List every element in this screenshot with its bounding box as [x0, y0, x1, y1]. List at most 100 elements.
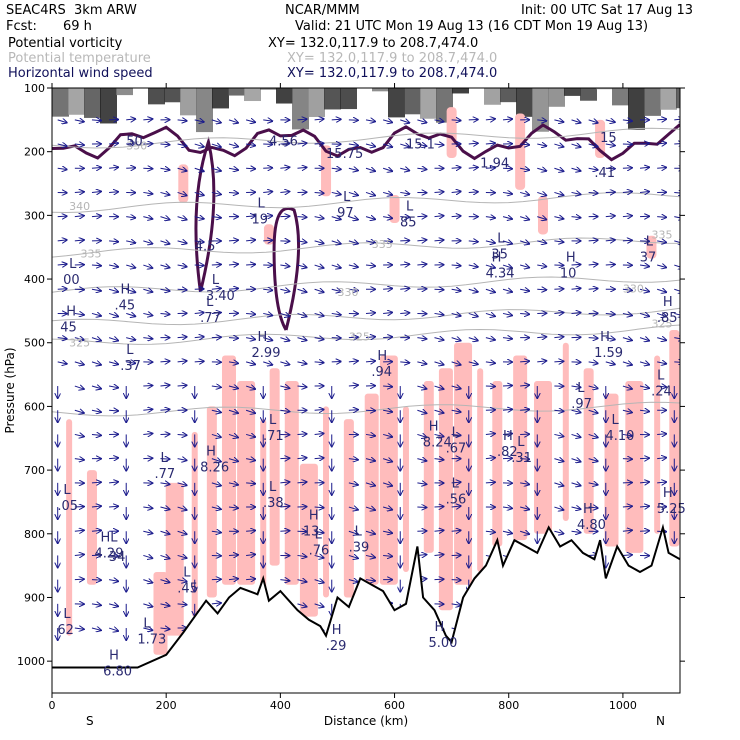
- wind-arrow: [228, 386, 238, 388]
- strat-shade: [564, 88, 581, 96]
- wind-arrow: [417, 338, 426, 339]
- wind-arrow: [417, 483, 426, 484]
- wind-arrow: [674, 313, 680, 315]
- wind-arrow: [314, 507, 324, 508]
- wind-arrow: [57, 144, 67, 146]
- wind-arrow: [434, 338, 444, 340]
- wind-arrow: [160, 217, 169, 220]
- extremum-marker: H: [66, 305, 76, 320]
- wind-arrow: [434, 289, 444, 290]
- strat-shade: [516, 88, 533, 117]
- wind-arrow: [126, 289, 135, 292]
- wind-arrow: [365, 531, 375, 534]
- wind-arrow: [588, 144, 598, 146]
- strat-shade: [404, 88, 421, 115]
- wind-arrow: [228, 459, 238, 462]
- wind-arrow: [91, 482, 101, 483]
- wind-arrow: [280, 531, 289, 532]
- terrain-line: [52, 523, 680, 669]
- wind-arrow: [588, 264, 598, 265]
- extremum-marker: H: [377, 349, 387, 364]
- pv-plume: [533, 380, 552, 534]
- wind-arrow: [194, 168, 204, 171]
- extremum-marker: L: [517, 435, 525, 450]
- wind-arrow: [245, 410, 255, 413]
- wind-arrow: [211, 386, 221, 387]
- wind-arrow: [571, 288, 581, 289]
- wind-arrow: [297, 143, 306, 144]
- wind-arrow: [571, 434, 581, 437]
- theta-contour: [52, 192, 680, 214]
- wind-arrow: [160, 289, 169, 291]
- y-tick-label: 600: [24, 400, 45, 413]
- strat-shade: [676, 88, 680, 109]
- wind-arrow: [108, 338, 118, 341]
- wind-arrow: [383, 337, 392, 338]
- wind-speed-label: 1.94: [480, 157, 509, 172]
- wind-arrow: [91, 604, 101, 605]
- wind-arrow: [108, 265, 118, 267]
- wind-arrow: [177, 168, 187, 171]
- wind-arrow: [228, 338, 238, 339]
- wind-arrow: [485, 458, 495, 459]
- pv-plume: [477, 368, 484, 572]
- wind-arrow: [74, 144, 84, 145]
- wind-arrow: [143, 241, 152, 244]
- wind-arrow: [143, 628, 152, 630]
- wind-arrow: [485, 338, 495, 340]
- wind-arrow: [674, 143, 680, 144]
- pv-plume: [625, 380, 644, 553]
- wind-arrow: [348, 265, 358, 267]
- strat-shade: [276, 88, 293, 104]
- wind-arrow: [622, 313, 632, 315]
- strat-shade: [420, 88, 437, 119]
- extremum-marker: L: [212, 273, 220, 288]
- wind-arrow: [331, 119, 341, 120]
- wind-arrow: [280, 506, 289, 507]
- extremum-value: 4.34: [486, 267, 515, 282]
- wind-arrow: [108, 362, 118, 364]
- extremum-value: .85: [657, 311, 678, 326]
- wind-arrow: [400, 144, 409, 147]
- extremum-marker: H: [663, 486, 673, 501]
- strat-shade: [308, 88, 325, 117]
- wind-arrow: [588, 240, 598, 241]
- wind-arrow: [91, 289, 101, 291]
- extremum-value: .77: [200, 311, 221, 326]
- wind-arrow: [91, 530, 101, 531]
- theta-label: 330: [337, 286, 358, 299]
- wind-arrow: [280, 338, 289, 341]
- wind-arrow: [639, 338, 649, 341]
- wind-arrow: [588, 288, 598, 289]
- wind-arrow: [143, 507, 152, 508]
- extremum-marker: H: [309, 508, 319, 523]
- wind-arrow: [246, 483, 255, 484]
- wind-arrow: [383, 531, 392, 533]
- y-axis-label: Pressure (hPa): [3, 347, 17, 433]
- wind-arrow: [177, 337, 187, 338]
- wind-arrow: [537, 120, 546, 121]
- wind-arrow: [434, 506, 444, 507]
- wind-arrow: [520, 192, 529, 195]
- wind-arrow: [246, 144, 255, 146]
- extremum-value: 5.25: [657, 502, 686, 517]
- wind-arrow: [622, 240, 632, 241]
- wind-arrow: [109, 506, 118, 507]
- wind-arrow: [245, 120, 255, 122]
- wind-arrow: [605, 168, 615, 169]
- extremum-marker: H: [109, 649, 119, 664]
- wind-arrow: [537, 241, 546, 243]
- wind-arrow: [451, 338, 461, 341]
- y-tick-label: 1000: [17, 655, 45, 668]
- wind-arrow: [571, 217, 581, 218]
- wind-arrow: [640, 531, 649, 532]
- field-xy-pv: XY= 132.0,117.9 to 208.7,474.0: [268, 36, 479, 51]
- pv-plume: [364, 393, 379, 585]
- wind-arrow: [108, 313, 118, 316]
- wind-arrow: [314, 409, 324, 410]
- wind-arrow: [365, 265, 375, 266]
- theta-label: 350: [126, 139, 147, 152]
- wind-arrow: [194, 361, 204, 362]
- wind-arrow: [451, 482, 461, 483]
- wind-arrow: [417, 410, 426, 413]
